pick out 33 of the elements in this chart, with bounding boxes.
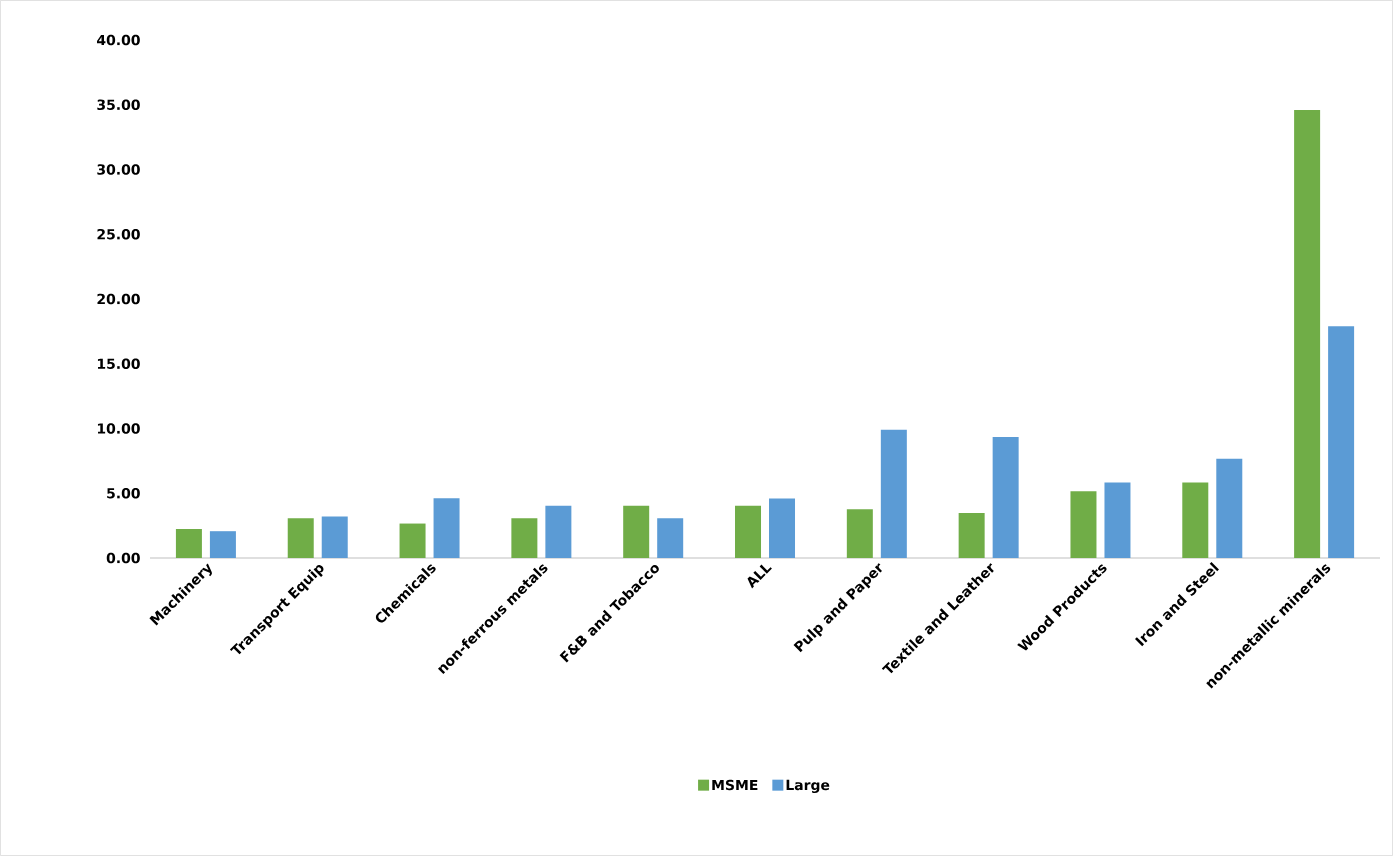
bar bbox=[735, 505, 762, 558]
bar bbox=[321, 516, 348, 558]
bar bbox=[511, 518, 538, 558]
bar bbox=[175, 528, 202, 558]
bar bbox=[1216, 458, 1243, 558]
bar bbox=[287, 518, 314, 558]
bar bbox=[958, 512, 985, 558]
y-tick-label: 15.00 bbox=[97, 358, 140, 370]
bar bbox=[433, 498, 460, 558]
bar bbox=[657, 518, 684, 558]
bar bbox=[769, 498, 796, 558]
bar bbox=[846, 509, 873, 558]
bar bbox=[1182, 482, 1209, 558]
bar bbox=[1104, 482, 1131, 558]
y-tick-label: 10.00 bbox=[97, 423, 140, 434]
bar bbox=[209, 531, 236, 558]
y-tick-label: 0.00 bbox=[106, 552, 140, 564]
y-tick-label: 20.00 bbox=[97, 293, 140, 305]
bar bbox=[545, 505, 572, 558]
bar bbox=[1070, 491, 1097, 558]
legend-label: Large bbox=[786, 779, 830, 794]
y-tick-label: 5.00 bbox=[107, 487, 140, 499]
y-tick-label: 35.00 bbox=[97, 99, 140, 111]
legend-label: MSME bbox=[712, 779, 758, 791]
bar bbox=[1294, 109, 1321, 558]
bar bbox=[880, 429, 907, 558]
bar bbox=[623, 505, 650, 558]
bar bbox=[399, 523, 426, 558]
y-tick-label: 25.00 bbox=[97, 228, 140, 240]
y-tick-label: 30.00 bbox=[97, 164, 140, 175]
bar bbox=[1328, 326, 1355, 558]
bar bbox=[992, 437, 1019, 558]
y-tick-label: 40.00 bbox=[97, 34, 140, 46]
